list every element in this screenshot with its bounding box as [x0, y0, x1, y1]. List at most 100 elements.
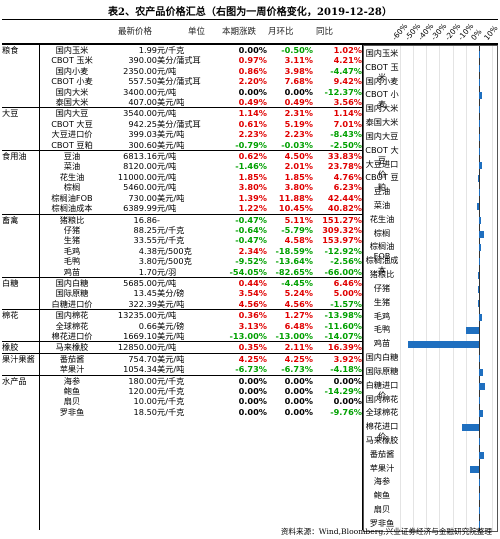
commodity-name: 棕榈油成本 — [51, 203, 93, 214]
month-change: 3.98% — [284, 65, 313, 76]
category-label: 水产品 — [2, 374, 39, 386]
period-change: 2.23% — [238, 129, 267, 140]
period-change: 3.54% — [238, 288, 267, 299]
commodity-name: 鲍鱼 — [63, 386, 81, 396]
chart-bar — [478, 313, 482, 321]
table-row: 白糖进口价 322.39 美元/吨 4.56% 4.56% -1.57% — [2, 299, 362, 310]
chart-category-label: 白糖进口价 — [365, 379, 399, 400]
latest-price: 754.70 — [105, 352, 157, 365]
category-label — [2, 193, 39, 203]
price-unit: 元/吨 — [157, 161, 177, 172]
month-change: 6.48% — [284, 320, 313, 331]
chart-category-label: 泰国大米 — [365, 117, 399, 128]
price-unit: 元/千克 — [157, 396, 185, 407]
month-change: 4.58% — [284, 235, 313, 246]
chart-category-label: 毛鸡 — [373, 310, 391, 321]
latest-price: 0.66 — [138, 320, 157, 331]
category-label — [2, 97, 39, 108]
chart-category-label: 菜油 — [373, 200, 391, 211]
table-row: 鸡苗 1.70 元/羽 -54.05% -82.65% -66.00% — [2, 267, 362, 278]
period-change: 1.22% — [238, 203, 267, 214]
chart-category-label: 猪粮比 — [369, 269, 395, 280]
commodity-name: 大豆进口价 — [51, 129, 93, 140]
category-label — [2, 235, 39, 245]
period-change: 0.00% — [238, 86, 267, 97]
commodity-name: 国内大豆 — [39, 107, 105, 119]
category-label — [2, 246, 39, 256]
latest-price: 12850.00 — [105, 341, 157, 354]
latest-price: 180.00 — [105, 374, 157, 386]
price-unit: 元/吨 — [157, 107, 217, 119]
chart-bar — [478, 451, 485, 459]
chart-category-label: 全球棉花 — [365, 407, 399, 418]
chart-bar — [478, 520, 480, 528]
price-unit: 元/千克 — [157, 45, 185, 55]
table-row: 生猪 33.55 元/千克 -0.47% 4.58% 153.97% — [2, 235, 362, 245]
commodity-name: 仔猪 — [63, 224, 81, 235]
chart-category-label: 罗非鱼 — [369, 517, 395, 528]
year-change: 153.97% — [322, 235, 362, 246]
month-change: -5.79% — [281, 224, 313, 235]
price-unit: 元/吨 — [157, 65, 177, 76]
year-change: 23.78% — [327, 161, 362, 172]
category-label — [2, 256, 39, 266]
price-unit: 元/吨 — [157, 341, 217, 354]
price-unit: 美分/蒲式耳 — [157, 76, 201, 87]
chart-bar — [478, 437, 480, 445]
year-change: 151.27% — [313, 213, 362, 225]
chart-category-label: 国内小麦 — [365, 75, 399, 86]
period-change: 0.49% — [238, 97, 267, 108]
year-change: 1.02% — [333, 45, 362, 55]
header-unit: 单位 — [188, 27, 206, 37]
chart-axis-ticks: -60% -50% -40% -30% -20% -10% 0% 10% — [390, 8, 499, 44]
latest-price: 399.03 — [128, 129, 157, 140]
chart-bar — [407, 341, 479, 349]
category-label — [2, 331, 39, 342]
month-change: 0.00% — [284, 86, 313, 97]
table-row: 白糖 国内白糖 5685.00 元/吨 0.44% -4.45% 6.46% — [2, 276, 362, 289]
table-row: 棉花 国内棉花 13235.00 元/吨 0.36% 1.27% -13.98% — [2, 309, 362, 321]
table-row: 泰国大米 407.00 美元/吨 0.49% 0.49% 3.56% — [2, 97, 362, 108]
year-change: -2.50% — [330, 139, 362, 150]
latest-price: 13.45 — [133, 288, 157, 299]
year-change: 7.01% — [333, 118, 362, 129]
period-change: -0.47% — [217, 213, 267, 225]
commodity-name: CBOT 小麦 — [51, 76, 93, 87]
commodity-name: 棉花进口价 — [51, 330, 93, 341]
commodity-name: 国内小麦 — [55, 65, 89, 76]
commodity-name: CBOT 豆粕 — [51, 139, 93, 150]
latest-price: 730.00 — [128, 192, 157, 203]
price-unit: 元/500克 — [157, 256, 192, 267]
commodity-name: 猪粮比 — [39, 213, 105, 225]
commodity-name: CBOT 玉米 — [51, 55, 93, 66]
category-label: 粮食 — [2, 45, 19, 55]
commodity-name: 菜油 — [63, 161, 81, 172]
latest-price: 2350.00 — [123, 65, 157, 76]
chart-bar — [478, 493, 480, 501]
month-change: -0.03% — [281, 139, 313, 150]
period-change: -54.05% — [229, 266, 268, 277]
gridline — [492, 46, 493, 531]
period-change: 1.85% — [238, 171, 267, 182]
price-unit: 元/千克 — [157, 406, 185, 417]
commodity-name: 国内白糖 — [39, 276, 105, 289]
latest-price: 1.70 — [138, 266, 157, 277]
chart-bar — [470, 465, 479, 473]
chart-bar — [478, 258, 481, 266]
chart-bar — [478, 410, 483, 418]
chart-bar — [478, 147, 480, 155]
chart-bar — [478, 396, 480, 404]
table-row: CBOT 玉米 390.00 美分/蒲式耳 0.97% 3.11% 4.21% — [2, 55, 362, 65]
year-change: 42.44% — [327, 192, 362, 203]
month-change: 0.00% — [284, 406, 313, 417]
commodity-name: 豆油 — [39, 150, 105, 162]
table-row: 大豆 国内大豆 3540.00 元/吨 1.14% 2.31% 1.14% — [2, 107, 362, 119]
category-label — [2, 119, 39, 129]
table-row: 毛鸡 4.38 元/500克 2.34% -18.59% -12.92% — [2, 246, 362, 256]
price-unit: 美元/磅 — [157, 320, 185, 331]
year-change: 3.56% — [333, 97, 362, 108]
latest-price: 13235.00 — [105, 309, 157, 321]
chart-category-label: 国内大豆 — [365, 130, 399, 141]
chart-bar — [478, 161, 482, 169]
period-change: 0.00% — [238, 45, 267, 55]
